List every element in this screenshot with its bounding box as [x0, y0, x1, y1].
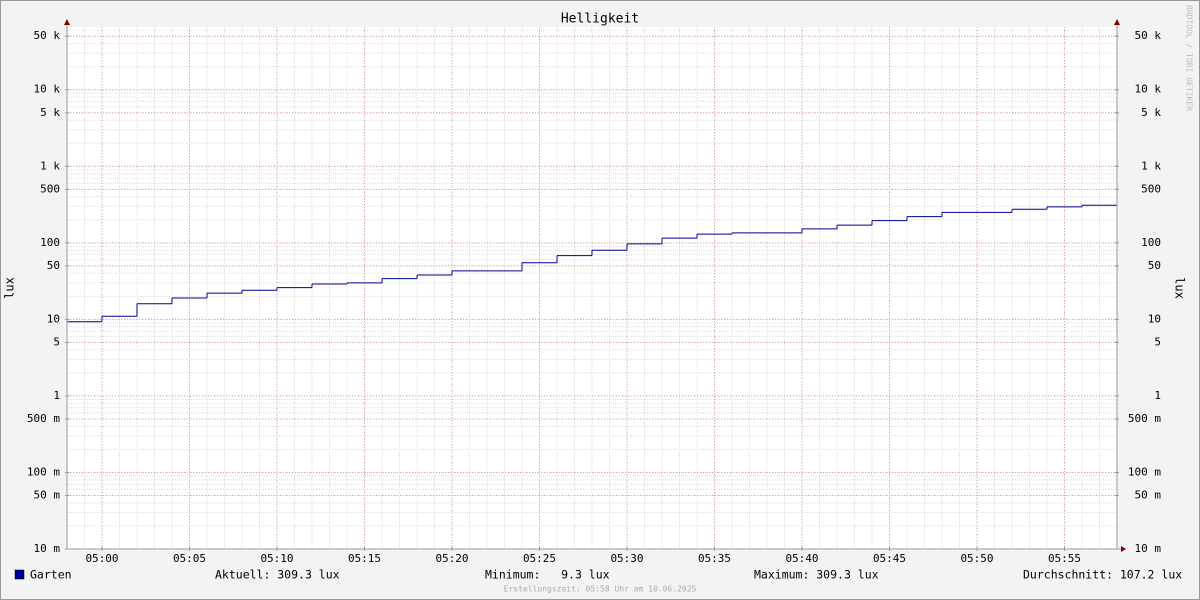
legend-label: Garten	[30, 568, 72, 582]
y-tick-label: 1	[53, 389, 60, 402]
stat-unit: lux	[589, 568, 610, 582]
x-tick-label: 05:30	[610, 552, 643, 565]
y-axis-label: lux	[3, 277, 17, 299]
y-tick-label: 1 k	[40, 159, 60, 172]
x-tick-label: 05:35	[698, 552, 731, 565]
stat-unit: lux	[319, 568, 340, 582]
y-tick-label-right: 10 m	[1135, 542, 1162, 555]
x-tick-label: 05:15	[348, 552, 381, 565]
axis-arrow	[1121, 546, 1126, 552]
stat-value: 107.2	[1120, 568, 1155, 582]
stat-unit: lux	[1161, 568, 1182, 582]
stat-label: Aktuell:	[215, 568, 270, 582]
y-tick-label-right: 5 k	[1141, 106, 1161, 119]
y-tick-label-right: 100 m	[1128, 465, 1161, 478]
axis-arrow	[64, 19, 70, 25]
y-tick-label: 10 k	[34, 83, 61, 96]
y-tick-label: 50	[47, 259, 60, 272]
stat-label: Minimum:	[485, 568, 540, 582]
x-tick-label: 05:50	[960, 552, 993, 565]
y-tick-label: 500	[40, 182, 60, 195]
y-tick-label-right: 500	[1141, 182, 1161, 195]
axis-arrow	[1114, 19, 1120, 25]
chart-title: Helligkeit	[561, 12, 639, 27]
stat-value: 9.3	[561, 568, 582, 582]
y-axis-label-right: lux	[1173, 277, 1187, 299]
y-tick-label-right: 10	[1148, 312, 1161, 325]
y-tick-label-right: 50 k	[1135, 29, 1162, 42]
y-tick-label-right: 10 k	[1135, 83, 1162, 96]
x-tick-label: 05:00	[85, 552, 118, 565]
y-tick-label: 10	[47, 312, 60, 325]
y-tick-label-right: 1 k	[1141, 159, 1161, 172]
x-tick-label: 05:40	[785, 552, 818, 565]
y-tick-label: 5 k	[40, 106, 60, 119]
x-tick-label: 05:55	[1048, 552, 1081, 565]
y-tick-label-right: 5	[1154, 335, 1161, 348]
stat-label: Durchschnitt:	[1023, 568, 1113, 582]
footer: Erstellungszeit: 05:58 Uhr am 10.06.2025	[504, 585, 697, 594]
y-tick-label-right: 1	[1154, 389, 1161, 402]
y-tick-label: 5	[53, 335, 60, 348]
stat-unit: lux	[858, 568, 879, 582]
watermark: RRDTOOL / TOBI OETIKER	[1185, 5, 1194, 111]
y-tick-label: 500 m	[27, 412, 60, 425]
y-tick-label: 10 m	[34, 542, 61, 555]
grid	[66, 27, 1118, 550]
x-tick-label: 05:05	[173, 552, 206, 565]
x-tick-label: 05:10	[260, 552, 293, 565]
marks	[67, 204, 1117, 323]
y-tick-label: 50 m	[34, 488, 61, 501]
legend-swatch	[14, 569, 25, 580]
y-tick-label: 100	[40, 236, 60, 249]
y-tick-label: 100 m	[27, 465, 60, 478]
stat-value: 309.3	[277, 568, 312, 582]
y-tick-label-right: 50 m	[1135, 488, 1162, 501]
stat-value: 309.3	[816, 568, 851, 582]
stat-label: Maximum:	[754, 568, 809, 582]
x-tick-label: 05:45	[873, 552, 906, 565]
y-tick-label: 50 k	[34, 29, 61, 42]
y-tick-label-right: 500 m	[1128, 412, 1161, 425]
y-tick-label-right: 50	[1148, 259, 1161, 272]
x-tick-label: 05:20	[435, 552, 468, 565]
y-tick-label-right: 100	[1141, 236, 1161, 249]
x-tick-label: 05:25	[523, 552, 556, 565]
